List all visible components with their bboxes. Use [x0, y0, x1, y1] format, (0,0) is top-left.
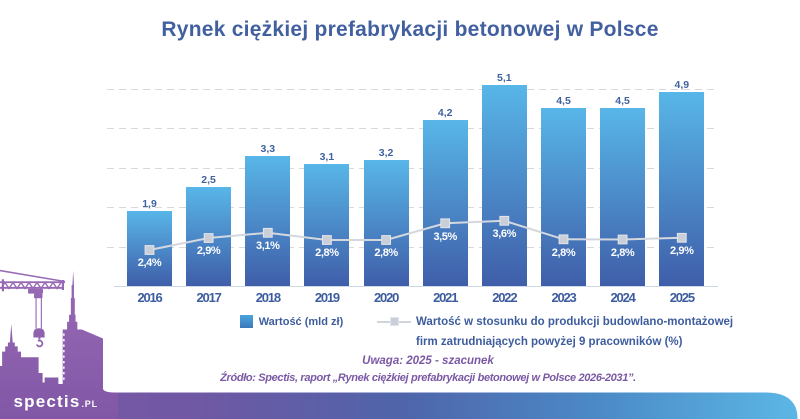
svg-text:.PL: .PL: [82, 399, 98, 409]
svg-text:spectis: spectis: [14, 392, 81, 411]
